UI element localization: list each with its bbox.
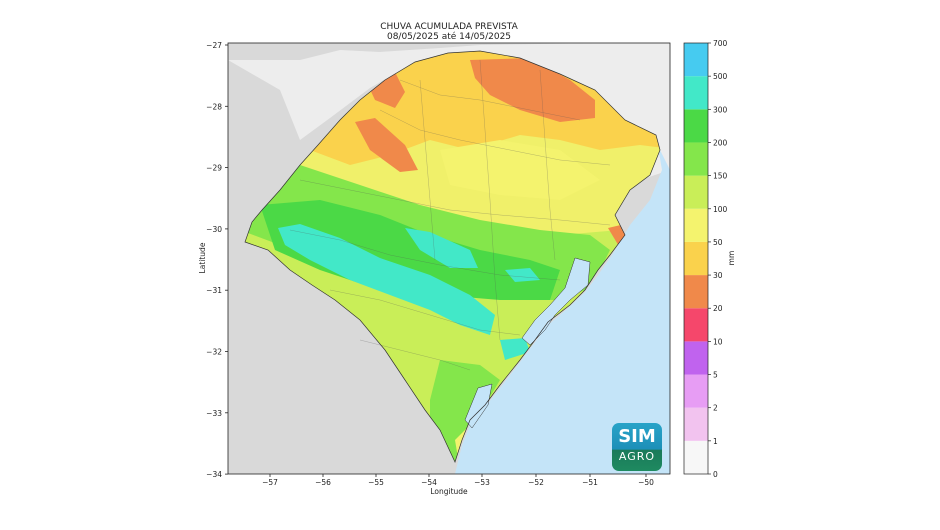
plot-frame bbox=[227, 42, 671, 475]
logo-text-sim: SIM bbox=[618, 426, 656, 447]
x-tick-label: −55 bbox=[368, 478, 384, 487]
y-tick-label: −33 bbox=[206, 409, 222, 418]
colorbar: 0 1 2 5 10 20 30 50 100 150 200 300 500 700 bbox=[683, 39, 728, 479]
colorbar-swatch bbox=[684, 341, 708, 375]
map-title-line1: CHUVA ACUMULADA PREVISTA bbox=[380, 22, 518, 32]
colorbar-swatch bbox=[684, 109, 708, 143]
colorbar-swatch bbox=[684, 275, 708, 309]
colorbar-tick-label: 10 bbox=[713, 337, 723, 346]
colorbar-tick-label: 30 bbox=[713, 271, 723, 280]
y-tick-label: −27 bbox=[206, 41, 222, 50]
colorbar-swatch bbox=[684, 308, 708, 342]
x-axis-label: Longitude bbox=[430, 487, 468, 496]
map-title-line2: 08/05/2025 até 14/05/2025 bbox=[386, 32, 512, 42]
x-tick-label: −51 bbox=[582, 478, 598, 487]
colorbar-tick-label: 20 bbox=[713, 304, 723, 313]
x-tick-label: −53 bbox=[474, 478, 490, 487]
colorbar-frame bbox=[683, 42, 709, 475]
x-tick-label: −57 bbox=[262, 478, 278, 487]
y-axis-label: Latitude bbox=[198, 242, 207, 273]
colorbar-tick-label: 300 bbox=[713, 105, 728, 114]
colorbar-tick-label: 150 bbox=[713, 172, 728, 181]
colorbar-tick-label: 50 bbox=[713, 238, 723, 247]
colorbar-swatch bbox=[684, 241, 708, 276]
x-tick-label: −50 bbox=[638, 478, 654, 487]
colorbar-swatch bbox=[684, 208, 708, 242]
x-tick-label: −54 bbox=[421, 478, 437, 487]
colorbar-swatch bbox=[684, 440, 708, 474]
logo-text-agro: AGRO bbox=[618, 450, 656, 463]
colorbar-swatch bbox=[684, 407, 708, 441]
rs-state-border bbox=[244, 50, 661, 463]
colorbar-swatch bbox=[684, 43, 708, 77]
colorbar-swatch bbox=[684, 76, 708, 110]
y-tick-label: −30 bbox=[206, 225, 222, 234]
colorbar-swatch bbox=[684, 374, 708, 408]
colorbar-tick-label: 1 bbox=[713, 437, 718, 446]
colorbar-tick-label: 200 bbox=[713, 138, 728, 147]
lagoa-dos-patos bbox=[521, 257, 591, 346]
colorbar-tick-label: 700 bbox=[713, 39, 728, 48]
y-tick-label: −29 bbox=[206, 164, 222, 173]
colorbar-tick-label: 100 bbox=[713, 205, 728, 214]
y-tick-label: −28 bbox=[206, 102, 222, 111]
y-tick-label: −34 bbox=[206, 470, 222, 479]
x-tick-label: −52 bbox=[528, 478, 544, 487]
map-title: CHUVA ACUMULADA PREVISTA 08/05/2025 até … bbox=[228, 22, 670, 42]
x-tick-label: −56 bbox=[315, 478, 331, 487]
colorbar-tick-label: 5 bbox=[713, 371, 718, 380]
municipal-boundaries bbox=[289, 59, 611, 371]
simagro-logo: SIM AGRO bbox=[612, 423, 662, 471]
lagoa-mirim bbox=[464, 383, 493, 429]
colorbar-tick-label: 0 bbox=[713, 470, 718, 479]
santa-catarina-region bbox=[228, 43, 670, 180]
y-tick-label: −32 bbox=[206, 348, 222, 357]
colorbar-tick-label: 500 bbox=[713, 72, 728, 81]
colorbar-unit-label: mm bbox=[727, 251, 736, 266]
y-tick-label: −31 bbox=[206, 286, 222, 295]
atlantic-ocean bbox=[455, 135, 670, 474]
colorbar-swatch bbox=[684, 175, 708, 209]
colorbar-tick-label: 2 bbox=[713, 404, 718, 413]
colorbar-swatch bbox=[684, 142, 708, 176]
